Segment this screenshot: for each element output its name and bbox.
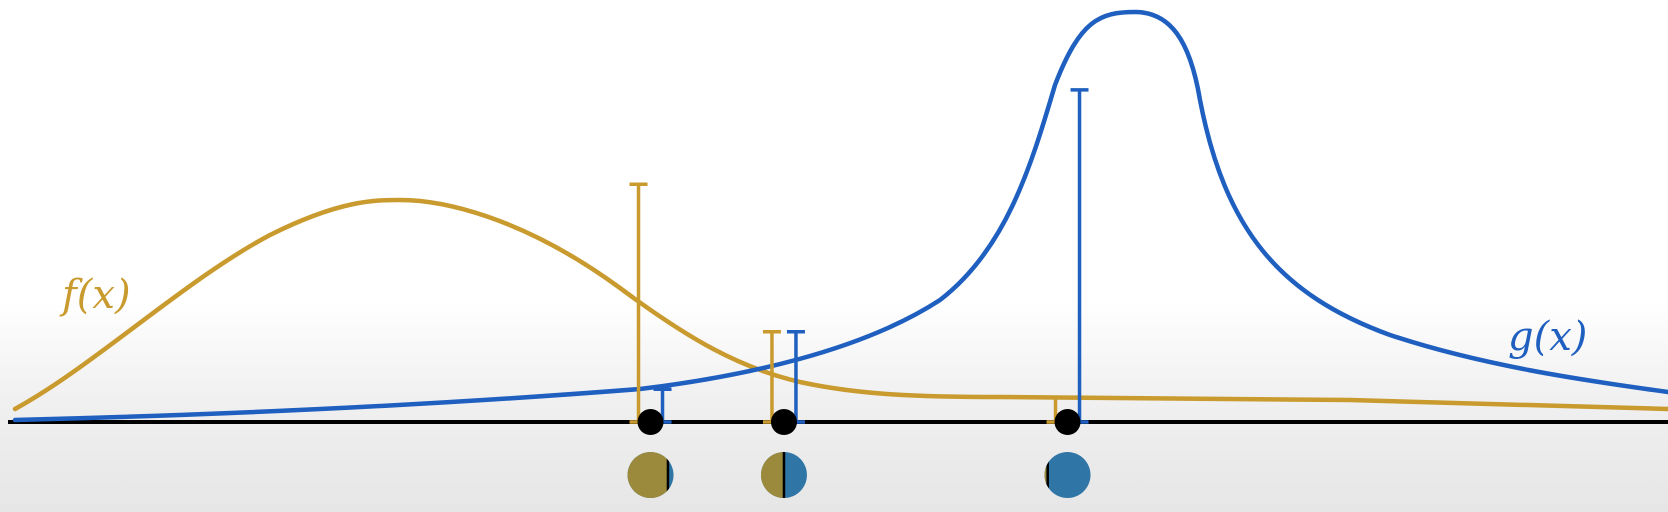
ratio-g-part [1044,452,1091,498]
ratio-f-part [627,452,668,498]
g-curve-label: g(x) [1508,314,1587,360]
f-curve [12,197,1668,412]
sample-2 [760,330,807,498]
ratio-circle [1044,452,1091,498]
ratio-circle [760,452,807,498]
sample-markers [627,88,1091,498]
f-curve-label: f(x) [59,272,131,318]
ratio-f-part [1044,452,1048,498]
sample-point [770,409,797,435]
sample-1 [627,182,674,498]
ratio-f-part [760,452,784,498]
ratio-circle [627,452,674,498]
g-curve [12,9,1668,423]
sample-3 [1044,88,1091,498]
sample-point [1054,409,1081,435]
sample-point [637,409,664,435]
